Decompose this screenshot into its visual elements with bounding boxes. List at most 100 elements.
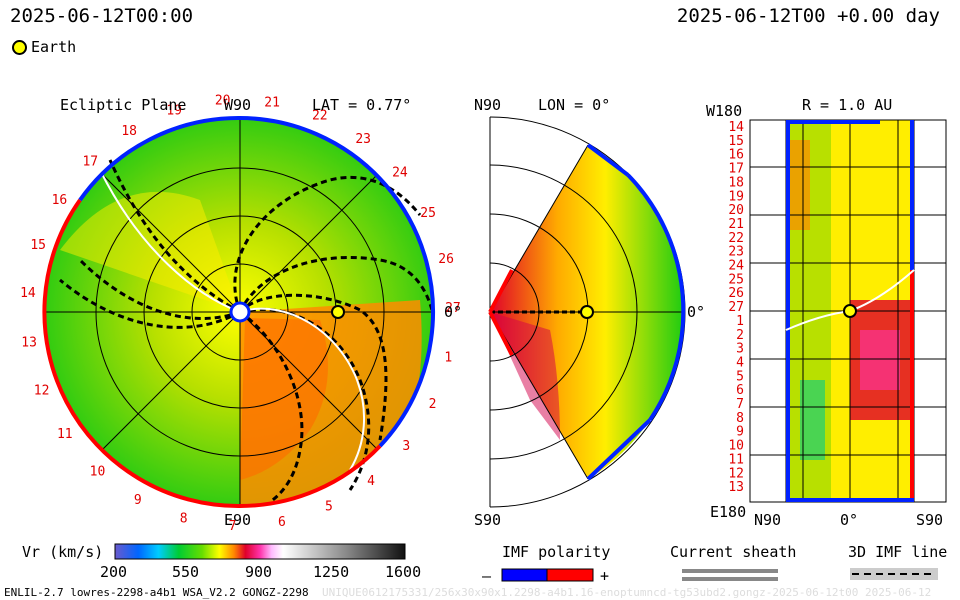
ecliptic-polarity-negative-arc xyxy=(239,116,435,448)
map-x-left-label: N90 xyxy=(754,511,782,529)
sector-number: 14 xyxy=(20,286,36,301)
colorbar xyxy=(114,543,406,560)
meridional-bottom-label: S90 xyxy=(474,511,502,529)
sector-number: 18 xyxy=(121,124,137,139)
map-row-number: 5 xyxy=(736,369,744,384)
sector-number: 1 xyxy=(444,350,452,365)
earth-legend-label: Earth xyxy=(31,38,77,56)
title-right: 2025-06-12T00 +0.00 day xyxy=(676,5,940,27)
ecliptic-polarity-positive-arc xyxy=(42,198,382,509)
map-row-number: 22 xyxy=(728,231,744,246)
sector-number: 9 xyxy=(134,493,142,508)
sector-number: 10 xyxy=(90,464,106,479)
sheath-line-2 xyxy=(682,577,778,581)
map-bottom-left-label: E180 xyxy=(710,503,747,521)
map-panel: 1415161718192021222324252627123456789101… xyxy=(728,119,947,503)
meridional-lon-label: LON = 0° xyxy=(538,96,611,114)
map-top-left-label: W180 xyxy=(706,102,743,120)
map-row-number: 2 xyxy=(736,328,744,343)
sector-number: 11 xyxy=(57,427,73,442)
colorbar-tick-4: 1600 xyxy=(385,563,422,581)
imf-plus-label: + xyxy=(600,567,610,585)
sector-number: 13 xyxy=(21,336,37,351)
map-radius-label: R = 1.0 AU xyxy=(802,96,893,114)
map-row-number: 25 xyxy=(728,272,744,287)
map-row-number: 19 xyxy=(728,189,744,204)
map-row-number: 3 xyxy=(736,342,744,357)
map-x-mid-label: 0° xyxy=(840,511,859,529)
sector-number: 22 xyxy=(312,109,328,124)
sector-number: 7 xyxy=(229,519,237,534)
meridional-top-label: N90 xyxy=(474,96,502,114)
sector-number: 25 xyxy=(420,206,436,221)
sector-number: 20 xyxy=(215,94,231,109)
sheath-line-1 xyxy=(682,569,778,573)
sector-number: 19 xyxy=(166,103,182,118)
map-row-number: 26 xyxy=(728,286,744,301)
map-row-number: 12 xyxy=(728,466,744,481)
colorbar-tick-0: 200 xyxy=(100,563,128,581)
imf-line-title: 3D IMF line xyxy=(848,543,948,561)
map-row-number: 13 xyxy=(728,480,744,495)
current-sheath-title: Current sheath xyxy=(670,543,797,561)
meridional-right-label: 0° xyxy=(687,303,706,321)
ecliptic-polarity-negative-arc-2 xyxy=(78,115,241,202)
map-row-number: 20 xyxy=(728,203,744,218)
sector-number: 3 xyxy=(402,439,410,454)
imf-positive-swatch xyxy=(546,568,594,582)
sector-number: 21 xyxy=(264,95,280,110)
imf-minus-label: – xyxy=(482,567,492,585)
ecliptic-title: Ecliptic Plane xyxy=(60,96,187,114)
ecliptic-top-label: W90 xyxy=(224,96,252,114)
earth-marker-ecliptic xyxy=(331,305,345,319)
map-row-number: 14 xyxy=(728,120,744,135)
title-left: 2025-06-12T00:00 xyxy=(10,5,194,27)
ecliptic-right-label: 0° xyxy=(444,303,463,321)
sector-number: 16 xyxy=(52,193,68,208)
map-row-number: 21 xyxy=(728,217,744,232)
map-row-numbers: 1415161718192021222324252627123456789101… xyxy=(728,120,744,495)
sector-number: 24 xyxy=(392,165,408,180)
meridional-panel xyxy=(488,116,686,508)
sector-number: 12 xyxy=(34,384,50,399)
colorbar-label: Vr (km/s) xyxy=(22,543,104,561)
sector-number: 6 xyxy=(278,515,286,530)
map-row-number: 1 xyxy=(736,314,744,329)
map-row-number: 9 xyxy=(736,425,744,440)
footer-left: ENLIL-2.7 lowres-2298-a4b1 WSA_V2.2 GONG… xyxy=(4,586,309,599)
sun-marker xyxy=(229,301,251,323)
map-row-number: 10 xyxy=(728,439,744,454)
sector-number: 2 xyxy=(429,397,437,412)
map-row-number: 27 xyxy=(728,300,744,315)
map-x-right-label: S90 xyxy=(916,511,944,529)
map-row-number: 17 xyxy=(728,162,744,177)
map-row-number: 11 xyxy=(728,452,744,467)
earth-legend-icon xyxy=(12,40,27,55)
sector-number: 5 xyxy=(325,500,333,515)
map-row-number: 15 xyxy=(728,134,744,149)
map-row-number: 4 xyxy=(736,355,744,370)
sector-number: 17 xyxy=(82,155,98,170)
sector-number: 4 xyxy=(367,474,375,489)
map-row-number: 18 xyxy=(728,175,744,190)
imf-negative-swatch xyxy=(501,568,548,582)
earth-marker-map xyxy=(843,304,857,318)
map-row-number: 7 xyxy=(736,397,744,412)
footer-right: UNIQUE0612175331/256x30x90x1.2298-a4b1.1… xyxy=(322,586,932,599)
imf-polarity-title: IMF polarity xyxy=(502,543,611,561)
sector-number: 15 xyxy=(30,238,46,253)
sector-number: 23 xyxy=(355,132,371,147)
colorbar-tick-1: 550 xyxy=(172,563,200,581)
map-row-number: 24 xyxy=(728,259,744,274)
ecliptic-lat-label: LAT = 0.77° xyxy=(312,96,412,114)
earth-marker-meridional xyxy=(580,305,594,319)
colorbar-tick-3: 1250 xyxy=(313,563,350,581)
sector-number: 8 xyxy=(180,511,188,526)
map-row-number: 16 xyxy=(728,148,744,163)
sector-number: 26 xyxy=(438,252,454,267)
map-row-number: 8 xyxy=(736,411,744,426)
ecliptic-bottom-label: E90 xyxy=(224,511,252,529)
